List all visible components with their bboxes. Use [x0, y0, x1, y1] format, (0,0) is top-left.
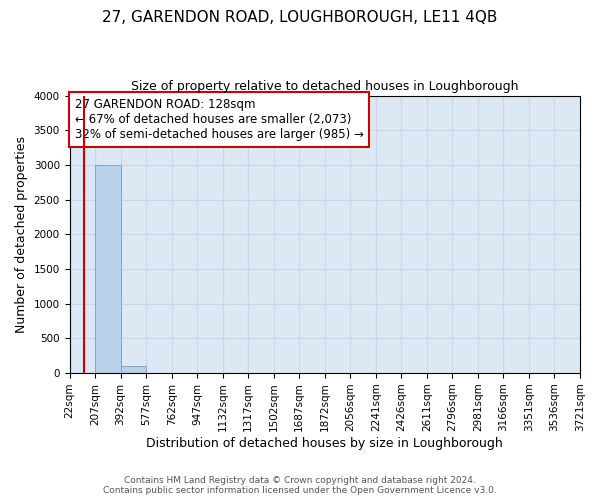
Text: Contains HM Land Registry data © Crown copyright and database right 2024.
Contai: Contains HM Land Registry data © Crown c… — [103, 476, 497, 495]
Y-axis label: Number of detached properties: Number of detached properties — [15, 136, 28, 333]
Bar — [95, 165, 121, 373]
Text: 27 GARENDON ROAD: 128sqm
← 67% of detached houses are smaller (2,073)
32% of sem: 27 GARENDON ROAD: 128sqm ← 67% of detach… — [74, 98, 364, 142]
Bar — [121, 366, 146, 373]
X-axis label: Distribution of detached houses by size in Loughborough: Distribution of detached houses by size … — [146, 437, 503, 450]
Title: Size of property relative to detached houses in Loughborough: Size of property relative to detached ho… — [131, 80, 518, 93]
Text: 27, GARENDON ROAD, LOUGHBOROUGH, LE11 4QB: 27, GARENDON ROAD, LOUGHBOROUGH, LE11 4Q… — [103, 10, 497, 25]
